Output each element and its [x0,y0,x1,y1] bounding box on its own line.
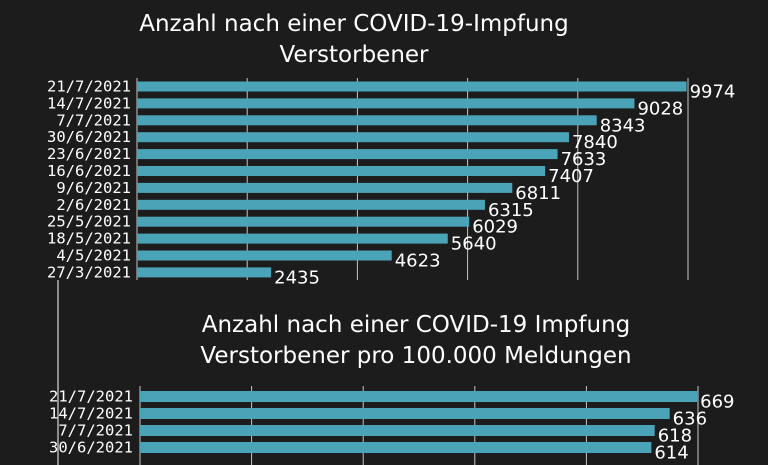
bar [137,250,392,261]
bar [137,149,558,160]
bar [137,267,272,278]
category-label: 7/7/2021 [58,422,133,440]
value-label: 6811 [515,183,561,204]
category-label: 16/6/2021 [47,162,131,180]
bar [140,391,698,402]
category-label: 14/7/2021 [49,405,133,423]
category-label: 21/7/2021 [49,388,133,406]
category-label: 7/7/2021 [56,111,131,129]
value-label: 9028 [637,98,683,119]
category-label: 9/6/2021 [56,179,131,197]
bar [137,115,597,126]
category-label: 21/7/2021 [47,78,131,96]
category-label: 2/6/2021 [56,196,131,214]
chart2-title-line1: Anzahl nach einer COVID-19 Impfung [202,312,631,338]
deaths-count-chart: Anzahl nach einer COVID-19-Impfung Verst… [47,11,735,288]
value-label: 618 [658,426,692,447]
value-label: 4623 [395,251,441,272]
bar [137,233,448,244]
value-label: 6029 [472,217,518,238]
value-label: 7633 [561,149,607,170]
chart1-category-labels: 21/7/202114/7/20217/7/202130/6/202123/6/… [47,78,131,282]
value-label: 614 [654,443,688,464]
value-label: 7840 [572,132,618,153]
chart1-title-line1: Anzahl nach einer COVID-19-Impfung [139,11,569,37]
chart1-title-line2: Verstorbener [279,42,429,68]
bar [140,442,652,453]
bar [137,98,635,109]
value-label: 636 [673,409,707,430]
value-label: 6315 [488,200,534,221]
chart1-value-labels: 9974 902883437840763374076811631560295640… [274,82,735,289]
chart2-bars [140,391,698,453]
bar [137,199,485,210]
value-label: 5640 [451,234,497,255]
category-label: 23/6/2021 [47,145,131,163]
chart1-gridlines [136,78,689,280]
category-label: 4/5/2021 [56,247,131,265]
deaths-per-100k-chart: Anzahl nach einer COVID-19 Impfung Verst… [49,312,735,465]
bar [137,182,513,193]
chart2-title-line2: Verstorbener pro 100.000 Meldungen [200,343,631,369]
category-label: 14/7/2021 [47,94,131,112]
category-label: 30/6/2021 [49,439,133,457]
value-label: 8343 [600,115,646,136]
category-label: 27/3/2021 [47,263,131,281]
category-label: 18/5/2021 [47,230,131,248]
bar [137,216,470,227]
bar [140,408,670,419]
value-label: 9974 [690,82,736,103]
chart1-bars [137,81,687,278]
category-label: 30/6/2021 [47,128,131,146]
value-label: 2435 [274,267,320,288]
value-label: 669 [700,392,734,413]
category-label: 25/5/2021 [47,213,131,231]
bar [137,132,569,143]
bar [137,81,687,92]
value-label: 7407 [548,166,594,187]
bar [137,166,546,176]
bar [140,425,655,436]
